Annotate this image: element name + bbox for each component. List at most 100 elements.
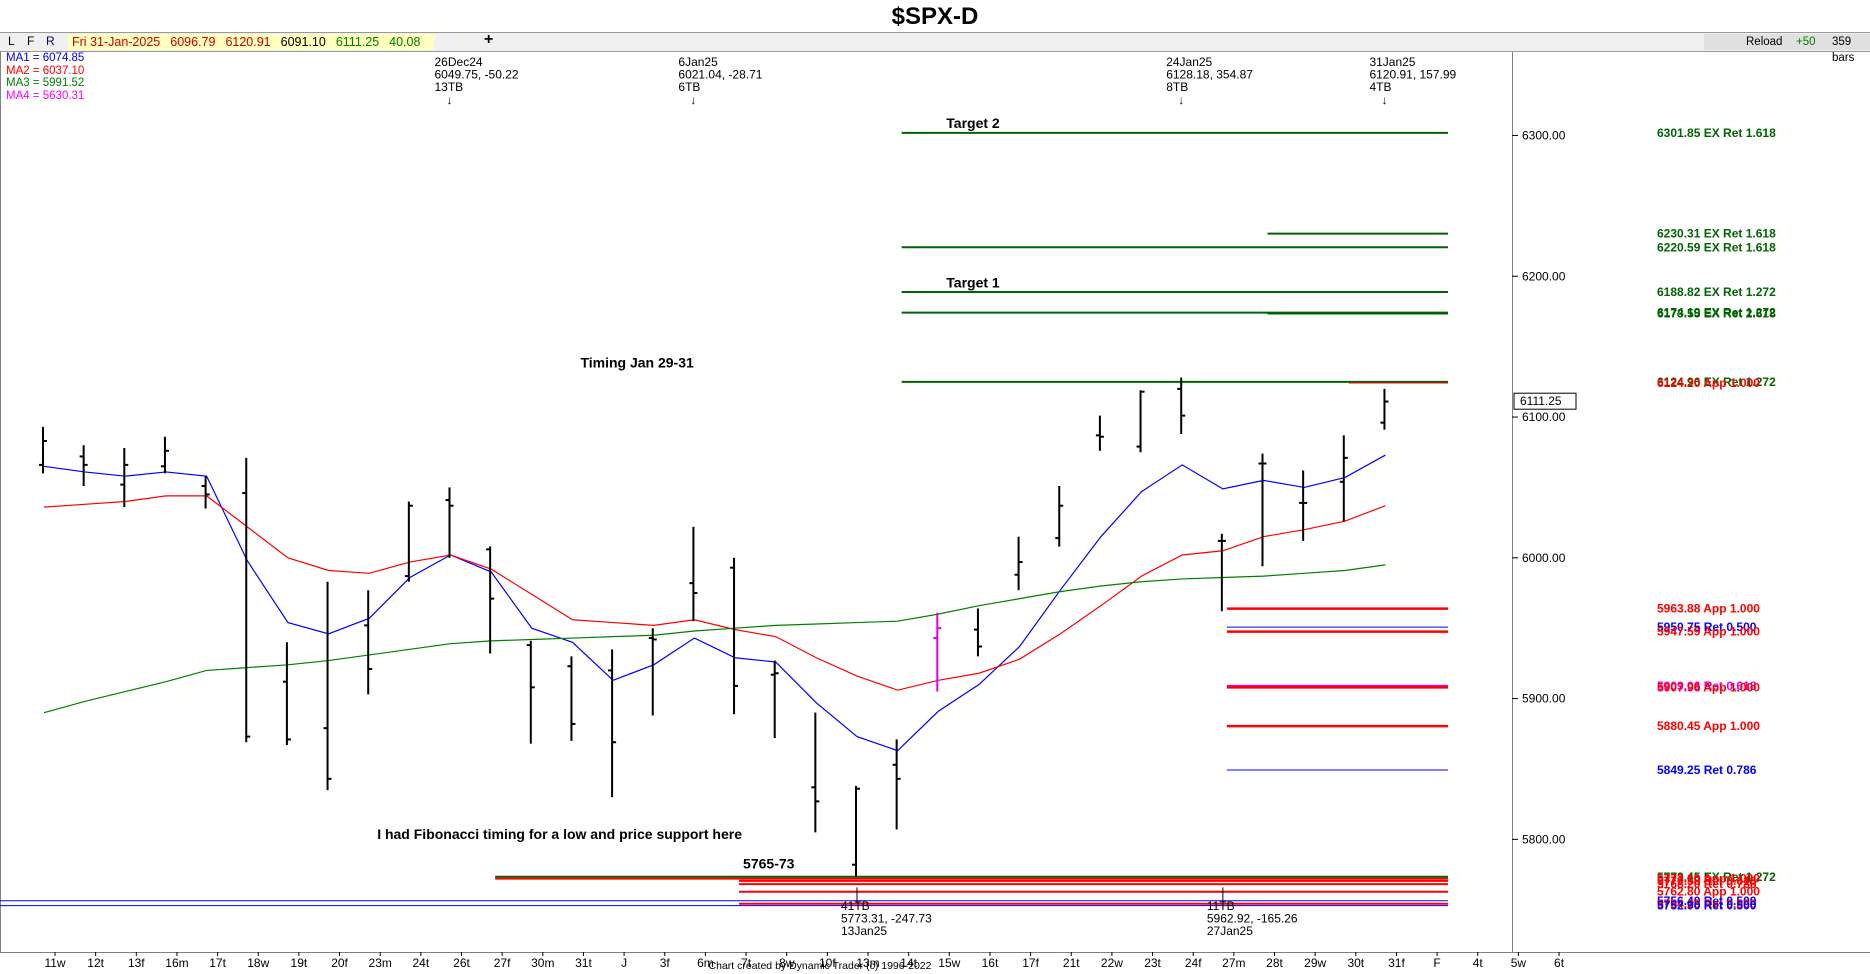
x-tick-label: 23t bbox=[1144, 956, 1161, 970]
ohlc-bar bbox=[933, 612, 942, 692]
f-button[interactable]: F bbox=[27, 34, 35, 48]
ohlc-date: Fri 31-Jan-2025 bbox=[72, 35, 161, 49]
y-tick-label: 6000.00 bbox=[1522, 551, 1566, 565]
fib-line-label: 5880.45 App 1.000 bbox=[1657, 719, 1760, 733]
fib-line-label: 5756.40 Ret 0.500 bbox=[1657, 894, 1757, 908]
pivot-label: 13TB bbox=[435, 80, 464, 94]
x-tick-label: 18w bbox=[247, 956, 269, 970]
fib-line-label: 5772.10 App 1.000 bbox=[1657, 872, 1760, 886]
ohlc-bar bbox=[486, 546, 495, 654]
ma-line-MA2 bbox=[43, 495, 1386, 691]
ma1-label: MA1 = 6074.85 bbox=[6, 52, 85, 64]
ma-line-MA3 bbox=[43, 564, 1386, 714]
ma2-label: MA2 = 6037.10 bbox=[6, 64, 85, 77]
x-tick-label: 6m bbox=[697, 956, 714, 970]
pivot-arrow: ↓ bbox=[1381, 93, 1387, 107]
ohlc-bar bbox=[1095, 415, 1104, 451]
ohlc-bar bbox=[242, 457, 251, 743]
bars-count: 359 bars bbox=[1832, 36, 1855, 64]
r-button[interactable]: R bbox=[46, 34, 55, 48]
ohlc-bar bbox=[79, 445, 88, 487]
ohlc-readout: Fri 31-Jan-2025 6096.79 6120.91 6091.10 6111… bbox=[68, 34, 435, 50]
y-tick-label: 6200.00 bbox=[1522, 269, 1566, 283]
x-tick-label: 16m bbox=[165, 956, 188, 970]
fib-line-label: 5770.50 Ret 0.618 bbox=[1657, 874, 1757, 888]
fib-line-label: 5768.20 Ret 0.786 bbox=[1657, 877, 1757, 891]
pivot-label: 13Jan25 bbox=[841, 924, 887, 938]
pivot-label: 26Dec24 bbox=[435, 55, 483, 69]
ohlc-bar bbox=[811, 712, 820, 833]
add-icon[interactable]: + bbox=[484, 31, 494, 48]
x-tick-label: 21t bbox=[1063, 956, 1080, 970]
ohlc-bar bbox=[120, 448, 129, 508]
fib-line-label: 6124.96 EX Ret 1.272 bbox=[1657, 375, 1776, 389]
ohlc-bar bbox=[1380, 388, 1389, 430]
ohlc-high: 6120.91 bbox=[225, 35, 271, 49]
y-tick-label: 5900.00 bbox=[1522, 692, 1566, 706]
ohlc-bar bbox=[404, 501, 413, 582]
x-tick-label: 28t bbox=[1266, 956, 1283, 970]
ohlc-bar bbox=[973, 608, 982, 657]
x-tick-label: 30t bbox=[1347, 956, 1364, 970]
x-tick-label: 27m bbox=[1222, 956, 1245, 970]
ohlc-bar bbox=[160, 436, 169, 474]
ohlc-bar bbox=[689, 526, 698, 622]
ma-line-MA1 bbox=[43, 454, 1386, 752]
x-tick-label: 3f bbox=[660, 956, 671, 970]
chart-annotation: Target 1 bbox=[946, 274, 1000, 290]
ohlc-bar bbox=[730, 557, 739, 715]
x-tick-label: 27f bbox=[494, 956, 511, 970]
ohlc-bar bbox=[770, 660, 779, 739]
fib-line-label: 5754.25 Ret 0.500 bbox=[1657, 897, 1757, 911]
pivot-label: 27Jan25 bbox=[1207, 924, 1253, 938]
chart-credit: Chart created by Dynamic Trader (c) 1996… bbox=[708, 960, 932, 972]
fib-line-label: 5752.90 Ret 0.500 bbox=[1657, 899, 1757, 913]
y-tick-label: 6100.00 bbox=[1522, 410, 1566, 424]
reload-button[interactable]: Reload bbox=[1746, 36, 1783, 48]
ohlc-bar bbox=[39, 426, 47, 474]
x-tick-label: 15w bbox=[938, 956, 960, 970]
x-tick-label: 7t bbox=[741, 956, 752, 970]
ohlc-change: 40.08 bbox=[389, 35, 421, 49]
plot-frame bbox=[0, 51, 1513, 953]
pivot-arrow: ↑ bbox=[1220, 886, 1226, 900]
fib-line-label: 5849.25 Ret 0.786 bbox=[1657, 763, 1757, 777]
ohlc-bar bbox=[364, 590, 373, 695]
ohlc-bar bbox=[526, 640, 535, 744]
x-tick-label: 8w bbox=[779, 956, 795, 970]
fib-line-label: 6173.55 EX Ret 2.618 bbox=[1657, 306, 1776, 320]
reload-delta: +50 bbox=[1796, 36, 1816, 48]
pivot-arrow: ↑ bbox=[854, 886, 860, 900]
x-tick-label: 30m bbox=[531, 956, 554, 970]
fib-line-label: 5762.80 App 1.000 bbox=[1657, 885, 1760, 899]
fib-line-label: 6230.31 EX Ret 1.618 bbox=[1657, 227, 1776, 241]
ohlc-close: 6111.25 bbox=[335, 35, 380, 49]
x-tick-label: J bbox=[621, 956, 627, 970]
chart-annotation: I had Fibonacci timing for a low and pri… bbox=[377, 826, 742, 842]
chart-annotation: Timing Jan 29-31 bbox=[580, 355, 694, 371]
ohlc-bar bbox=[1055, 486, 1064, 547]
ma3-label: MA3 = 5991.52 bbox=[6, 77, 85, 89]
x-tick-label: 19t bbox=[291, 956, 308, 970]
fib-line-label: 6174.19 EX Ret 1.272 bbox=[1657, 306, 1776, 320]
pivot-label: 24Jan25 bbox=[1166, 55, 1212, 69]
pivot-label: 41TB bbox=[841, 899, 870, 913]
last-price-box bbox=[1513, 392, 1577, 410]
x-tick-label: 23m bbox=[369, 956, 392, 970]
pivot-arrow: ↓ bbox=[690, 93, 696, 107]
l-button[interactable]: L bbox=[8, 34, 15, 48]
ohlc-bar bbox=[445, 487, 454, 558]
pivot-label: 6049.75, -50.22 bbox=[435, 68, 519, 82]
fib-line-label: 5947.59 App 1.000 bbox=[1657, 625, 1760, 639]
fib-line-label: 5909.06 Ret 0.618 bbox=[1657, 679, 1757, 693]
x-tick-label: 20f bbox=[331, 956, 348, 970]
pivot-label: 6128.18, 354.87 bbox=[1166, 68, 1253, 82]
pivot-label: 6Jan25 bbox=[678, 55, 718, 69]
reload-panel: Reload +50 359 bars bbox=[1704, 34, 1870, 64]
x-tick-label: 6t bbox=[1554, 956, 1565, 970]
chart-annotation: Target 2 bbox=[946, 115, 1000, 131]
x-tick-label: 24f bbox=[1185, 956, 1202, 970]
x-tick-label: 13m bbox=[856, 956, 879, 970]
ohlc-bar bbox=[1258, 453, 1267, 567]
